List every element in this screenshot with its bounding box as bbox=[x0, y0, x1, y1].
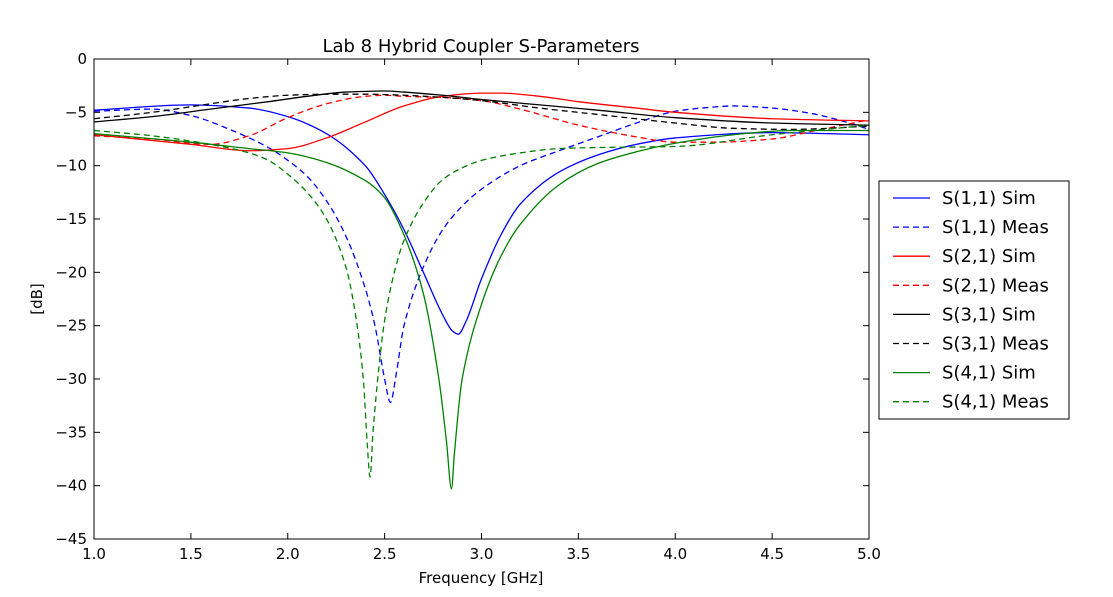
x-tick-label: 3.5 bbox=[566, 545, 590, 563]
y-tick-label: 0 bbox=[77, 50, 87, 68]
y-axis-label: [dB] bbox=[28, 283, 46, 315]
y-tick-label: −35 bbox=[55, 423, 87, 441]
y-tick-label: −45 bbox=[55, 530, 87, 548]
series-line-4 bbox=[94, 94, 869, 145]
x-tick-label: 2.0 bbox=[276, 545, 300, 563]
y-tick-label: −25 bbox=[55, 317, 87, 335]
legend-label-1: S(1,1) Sim bbox=[942, 188, 1036, 209]
legend-label-8: S(4,1) Meas bbox=[942, 392, 1049, 413]
series-line-2 bbox=[94, 105, 869, 404]
chart-title: Lab 8 Hybrid Coupler S-Parameters bbox=[322, 36, 639, 57]
series-line-6 bbox=[94, 93, 869, 131]
axis-ticks: 1.0 1.5 2.0 2.5 3.0 3.5 4.0 4.5 5.0 0 −5 −10 −15 −20 −… bbox=[55, 50, 881, 563]
x-tick-label: 2.5 bbox=[373, 545, 397, 563]
y-tick-label: −30 bbox=[55, 370, 87, 388]
legend-label-4: S(2,1) Meas bbox=[942, 275, 1049, 296]
series-line-5 bbox=[94, 90, 869, 126]
legend-label-5: S(3,1) Sim bbox=[942, 304, 1036, 325]
series-line-7 bbox=[94, 129, 869, 490]
legend-label-7: S(4,1) Sim bbox=[942, 363, 1036, 384]
x-axis-label: Frequency [GHz] bbox=[419, 569, 544, 587]
legend-label-2: S(1,1) Meas bbox=[942, 217, 1049, 238]
y-tick-label: −20 bbox=[55, 263, 87, 281]
series-line-1 bbox=[94, 104, 869, 335]
x-tick-label: 4.0 bbox=[663, 545, 687, 563]
plot-frame bbox=[93, 58, 870, 540]
x-tick-label: 1.5 bbox=[179, 545, 203, 563]
x-tick-label: 3.0 bbox=[470, 545, 494, 563]
y-tick-label: −10 bbox=[55, 157, 87, 175]
x-tick-label: 4.5 bbox=[760, 545, 784, 563]
y-tick-label: −40 bbox=[55, 477, 87, 495]
x-tick-label: 1.0 bbox=[82, 545, 106, 563]
series-line-8 bbox=[94, 124, 869, 478]
legend-label-3: S(2,1) Sim bbox=[942, 246, 1036, 267]
y-tick-label: −5 bbox=[65, 103, 87, 121]
legend-label-6: S(3,1) Meas bbox=[942, 334, 1049, 355]
legend-frame bbox=[878, 180, 1070, 420]
x-tick-label: 5.0 bbox=[857, 545, 881, 563]
legend: S(1,1) Sim S(1,1) Meas S(2,1) Sim S(2,1) Me… bbox=[878, 180, 1070, 420]
y-tick-label: −15 bbox=[55, 210, 87, 228]
plot-lines bbox=[94, 90, 869, 490]
